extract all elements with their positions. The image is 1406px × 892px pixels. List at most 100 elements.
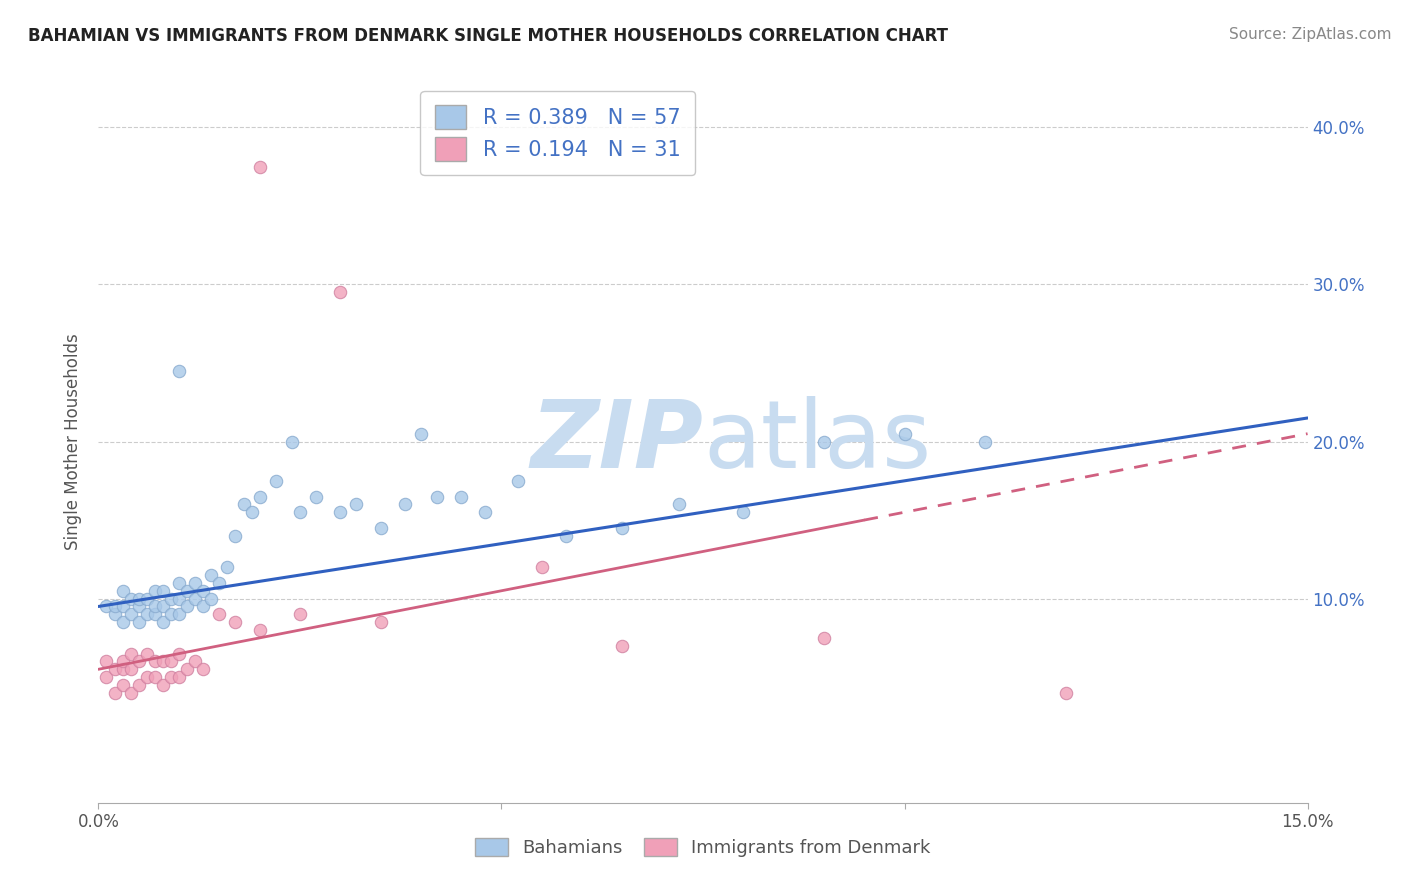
Point — [176, 599, 198, 614]
Point — [370, 615, 392, 630]
Point — [96, 599, 118, 614]
Point — [555, 529, 578, 543]
Point — [103, 662, 125, 676]
Point — [167, 670, 190, 684]
Point — [612, 639, 634, 653]
Point — [450, 490, 472, 504]
Point — [111, 662, 134, 676]
Point — [103, 686, 125, 700]
Point — [160, 655, 183, 669]
Point — [370, 521, 392, 535]
Point — [167, 591, 190, 606]
Point — [167, 647, 190, 661]
Point — [111, 615, 134, 630]
Point — [217, 560, 239, 574]
Point — [120, 591, 142, 606]
Point — [394, 497, 416, 511]
Point — [208, 575, 231, 590]
Point — [143, 655, 166, 669]
Point — [305, 490, 328, 504]
Point — [474, 505, 496, 519]
Text: atlas: atlas — [703, 395, 931, 488]
Point — [249, 490, 271, 504]
Point — [167, 364, 190, 378]
Point — [184, 655, 207, 669]
Point — [176, 583, 198, 598]
Point — [530, 560, 553, 574]
Text: BAHAMIAN VS IMMIGRANTS FROM DENMARK SINGLE MOTHER HOUSEHOLDS CORRELATION CHART: BAHAMIAN VS IMMIGRANTS FROM DENMARK SING… — [28, 27, 948, 45]
Point — [193, 583, 215, 598]
Point — [612, 521, 634, 535]
Point — [120, 662, 142, 676]
Point — [111, 599, 134, 614]
Point — [813, 631, 835, 645]
Point — [240, 505, 263, 519]
Point — [426, 490, 449, 504]
Point — [264, 474, 287, 488]
Point — [184, 575, 207, 590]
Point — [208, 607, 231, 622]
Point — [506, 474, 529, 488]
Point — [120, 607, 142, 622]
Point — [224, 615, 246, 630]
Point — [288, 505, 311, 519]
Point — [103, 599, 125, 614]
Point — [111, 583, 134, 598]
Point — [167, 575, 190, 590]
Point — [232, 497, 254, 511]
Y-axis label: Single Mother Households: Single Mother Households — [65, 334, 83, 549]
Point — [128, 655, 150, 669]
Point — [160, 607, 183, 622]
Point — [111, 678, 134, 692]
Point — [193, 599, 215, 614]
Point — [128, 678, 150, 692]
Point — [409, 426, 432, 441]
Point — [152, 583, 174, 598]
Point — [96, 655, 118, 669]
Point — [344, 497, 367, 511]
Point — [281, 434, 304, 449]
Point — [249, 160, 271, 174]
Point — [128, 615, 150, 630]
Point — [668, 497, 690, 511]
Point — [200, 591, 222, 606]
Point — [135, 591, 157, 606]
Point — [135, 607, 157, 622]
Point — [135, 670, 157, 684]
Point — [143, 583, 166, 598]
Point — [224, 529, 246, 543]
Text: Source: ZipAtlas.com: Source: ZipAtlas.com — [1229, 27, 1392, 42]
Point — [120, 686, 142, 700]
Point — [184, 591, 207, 606]
Point — [143, 607, 166, 622]
Point — [974, 434, 997, 449]
Point — [128, 599, 150, 614]
Point — [160, 591, 183, 606]
Point — [160, 670, 183, 684]
Point — [193, 662, 215, 676]
Point — [288, 607, 311, 622]
Point — [329, 505, 352, 519]
Point — [143, 670, 166, 684]
Point — [733, 505, 755, 519]
Point — [152, 655, 174, 669]
Point — [200, 568, 222, 582]
Point — [111, 655, 134, 669]
Point — [96, 670, 118, 684]
Point — [152, 678, 174, 692]
Point — [813, 434, 835, 449]
Point — [128, 591, 150, 606]
Point — [143, 599, 166, 614]
Point — [103, 607, 125, 622]
Point — [152, 599, 174, 614]
Point — [1054, 686, 1077, 700]
Point — [167, 607, 190, 622]
Point — [249, 623, 271, 637]
Point — [176, 662, 198, 676]
Point — [893, 426, 915, 441]
Point — [152, 615, 174, 630]
Point — [135, 647, 157, 661]
Point — [329, 285, 352, 300]
Legend: Bahamians, Immigrants from Denmark: Bahamians, Immigrants from Denmark — [467, 829, 939, 866]
Text: ZIP: ZIP — [530, 395, 703, 488]
